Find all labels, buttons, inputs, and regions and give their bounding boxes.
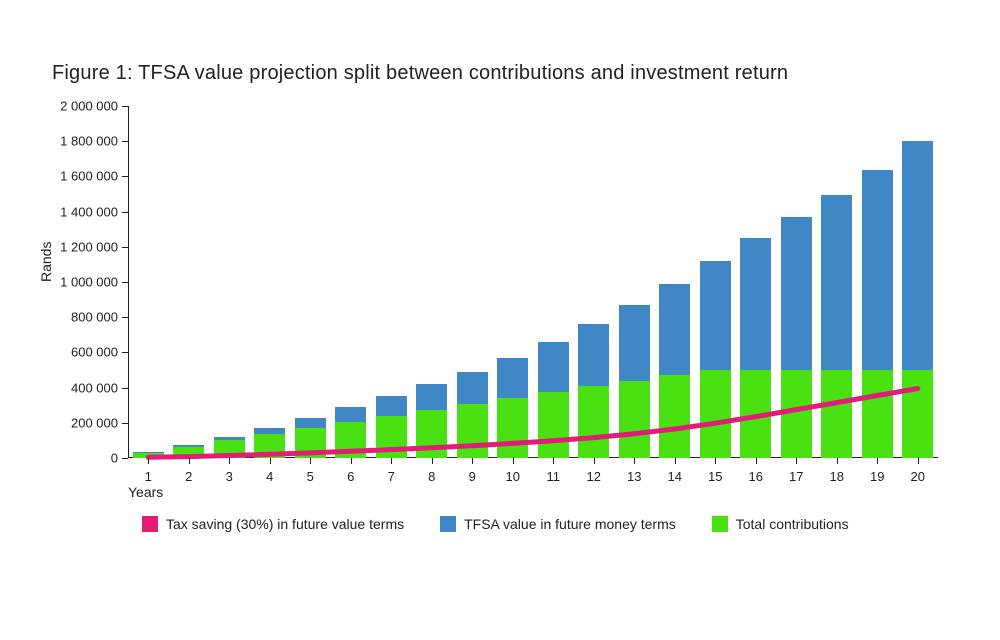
x-tick — [675, 458, 676, 464]
x-tick — [837, 458, 838, 464]
x-axis-label: 16 — [749, 469, 763, 484]
legend-label: Total contributions — [736, 516, 849, 532]
x-axis-label: 7 — [388, 469, 395, 484]
y-axis-label: 1 800 000 — [60, 134, 118, 149]
x-axis-label: 15 — [708, 469, 722, 484]
x-axis-label: 2 — [185, 469, 192, 484]
y-axis-label: 1 000 000 — [60, 275, 118, 290]
x-tick — [918, 458, 919, 464]
x-axis-label: 1 — [145, 469, 152, 484]
x-tick — [634, 458, 635, 464]
x-axis-label: 18 — [830, 469, 844, 484]
x-tick — [796, 458, 797, 464]
x-axis-title: Years — [128, 484, 163, 500]
y-axis-label: 1 400 000 — [60, 204, 118, 219]
legend-item: Tax saving (30%) in future value terms — [142, 516, 404, 532]
chart-plot-area: 1234567891011121314151617181920 — [128, 106, 938, 458]
x-tick — [432, 458, 433, 464]
legend-label: TFSA value in future money terms — [464, 516, 676, 532]
x-tick — [391, 458, 392, 464]
y-axis-label: 600 000 — [71, 345, 118, 360]
legend-swatch — [440, 516, 456, 532]
line-series-overlay — [128, 106, 938, 458]
x-tick — [513, 458, 514, 464]
x-axis-label: 3 — [226, 469, 233, 484]
x-tick — [756, 458, 757, 464]
y-axis-title: Rands — [38, 242, 54, 282]
y-axis-label: 0 — [111, 451, 118, 466]
x-tick — [594, 458, 595, 464]
y-tick — [122, 458, 128, 459]
y-axis-label: 1 600 000 — [60, 169, 118, 184]
x-axis-label: 13 — [627, 469, 641, 484]
y-axis-label: 1 200 000 — [60, 239, 118, 254]
x-tick — [229, 458, 230, 464]
y-axis-label: 200 000 — [71, 415, 118, 430]
x-tick — [189, 458, 190, 464]
chart-figure: Figure 1: TFSA value projection split be… — [0, 0, 1000, 640]
x-tick — [351, 458, 352, 464]
x-axis-label: 11 — [547, 469, 561, 484]
x-tick — [148, 458, 149, 464]
tax-saving-line — [148, 389, 918, 458]
y-axis-label: 400 000 — [71, 380, 118, 395]
legend-swatch — [142, 516, 158, 532]
x-axis-label: 4 — [266, 469, 273, 484]
x-axis-label: 20 — [911, 469, 925, 484]
figure-title: Figure 1: TFSA value projection split be… — [52, 62, 788, 85]
x-tick — [270, 458, 271, 464]
x-tick — [553, 458, 554, 464]
x-axis-label: 9 — [469, 469, 476, 484]
y-axis-label: 800 000 — [71, 310, 118, 325]
x-axis-label: 6 — [347, 469, 354, 484]
x-axis-label: 12 — [587, 469, 601, 484]
x-axis-label: 19 — [870, 469, 884, 484]
x-axis-label: 10 — [506, 469, 520, 484]
legend-label: Tax saving (30%) in future value terms — [166, 516, 404, 532]
legend-swatch — [712, 516, 728, 532]
legend-item: Total contributions — [712, 516, 849, 532]
x-axis-label: 17 — [789, 469, 803, 484]
legend-item: TFSA value in future money terms — [440, 516, 676, 532]
x-axis-label: 5 — [307, 469, 314, 484]
x-tick — [310, 458, 311, 464]
x-tick — [715, 458, 716, 464]
legend: Tax saving (30%) in future value terms TF… — [142, 516, 849, 532]
y-axis-label: 2 000 000 — [60, 99, 118, 114]
x-axis-label: 8 — [428, 469, 435, 484]
x-axis-label: 14 — [668, 469, 682, 484]
x-tick — [472, 458, 473, 464]
x-tick — [877, 458, 878, 464]
